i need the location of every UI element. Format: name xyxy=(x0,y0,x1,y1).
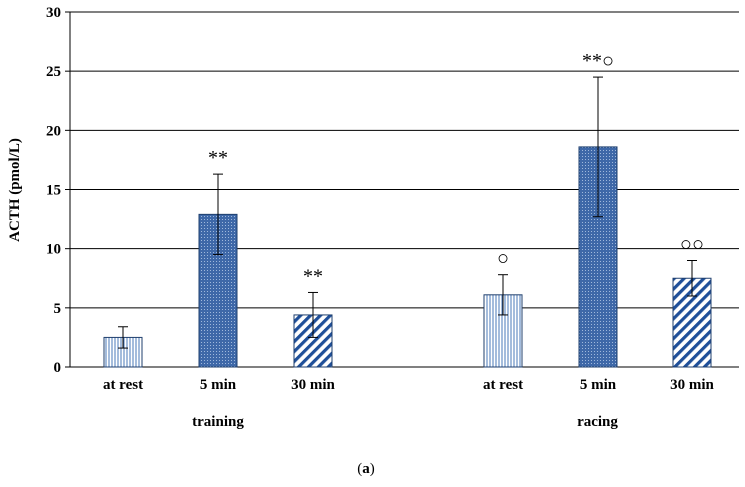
x-category-label: at rest xyxy=(103,377,143,393)
x-category-label: at rest xyxy=(483,377,523,393)
significance-marker-racing-30-min: ○○ xyxy=(680,234,704,256)
group-label-racing: racing xyxy=(577,414,618,430)
x-category-label: 30 min xyxy=(670,377,714,393)
significance-marker-training-30-min: ** xyxy=(303,265,323,287)
significance-marker-racing-5-min: **○ xyxy=(582,50,614,72)
y-tick-label: 10 xyxy=(46,242,61,258)
group-label-training: training xyxy=(192,414,244,430)
significance-marker-racing-at-rest: ○ xyxy=(497,248,509,270)
y-tick-label: 20 xyxy=(46,123,61,139)
x-category-label: 30 min xyxy=(291,377,335,393)
y-tick-label: 15 xyxy=(46,183,61,199)
y-axis-label: ACTH (pmol/L) xyxy=(7,138,23,242)
significance-marker-training-5-min: ** xyxy=(208,147,228,169)
group-labels: training racing xyxy=(192,414,618,430)
y-tick-label: 0 xyxy=(54,360,62,376)
y-axis-ticks: 0 5 10 15 20 25 30 xyxy=(46,5,61,376)
y-tick-label: 5 xyxy=(54,301,62,317)
x-category-label: 5 min xyxy=(200,377,237,393)
bars: ****○**○○○ xyxy=(103,50,712,368)
x-category-label: 5 min xyxy=(580,377,617,393)
figure-caption: (a) xyxy=(357,461,375,477)
y-tick-label: 30 xyxy=(46,5,61,21)
x-axis-category-labels: at rest 5 min 30 min at rest 5 min 30 min xyxy=(103,377,715,393)
y-tick-label: 25 xyxy=(46,64,61,80)
gridlines xyxy=(65,11,739,368)
